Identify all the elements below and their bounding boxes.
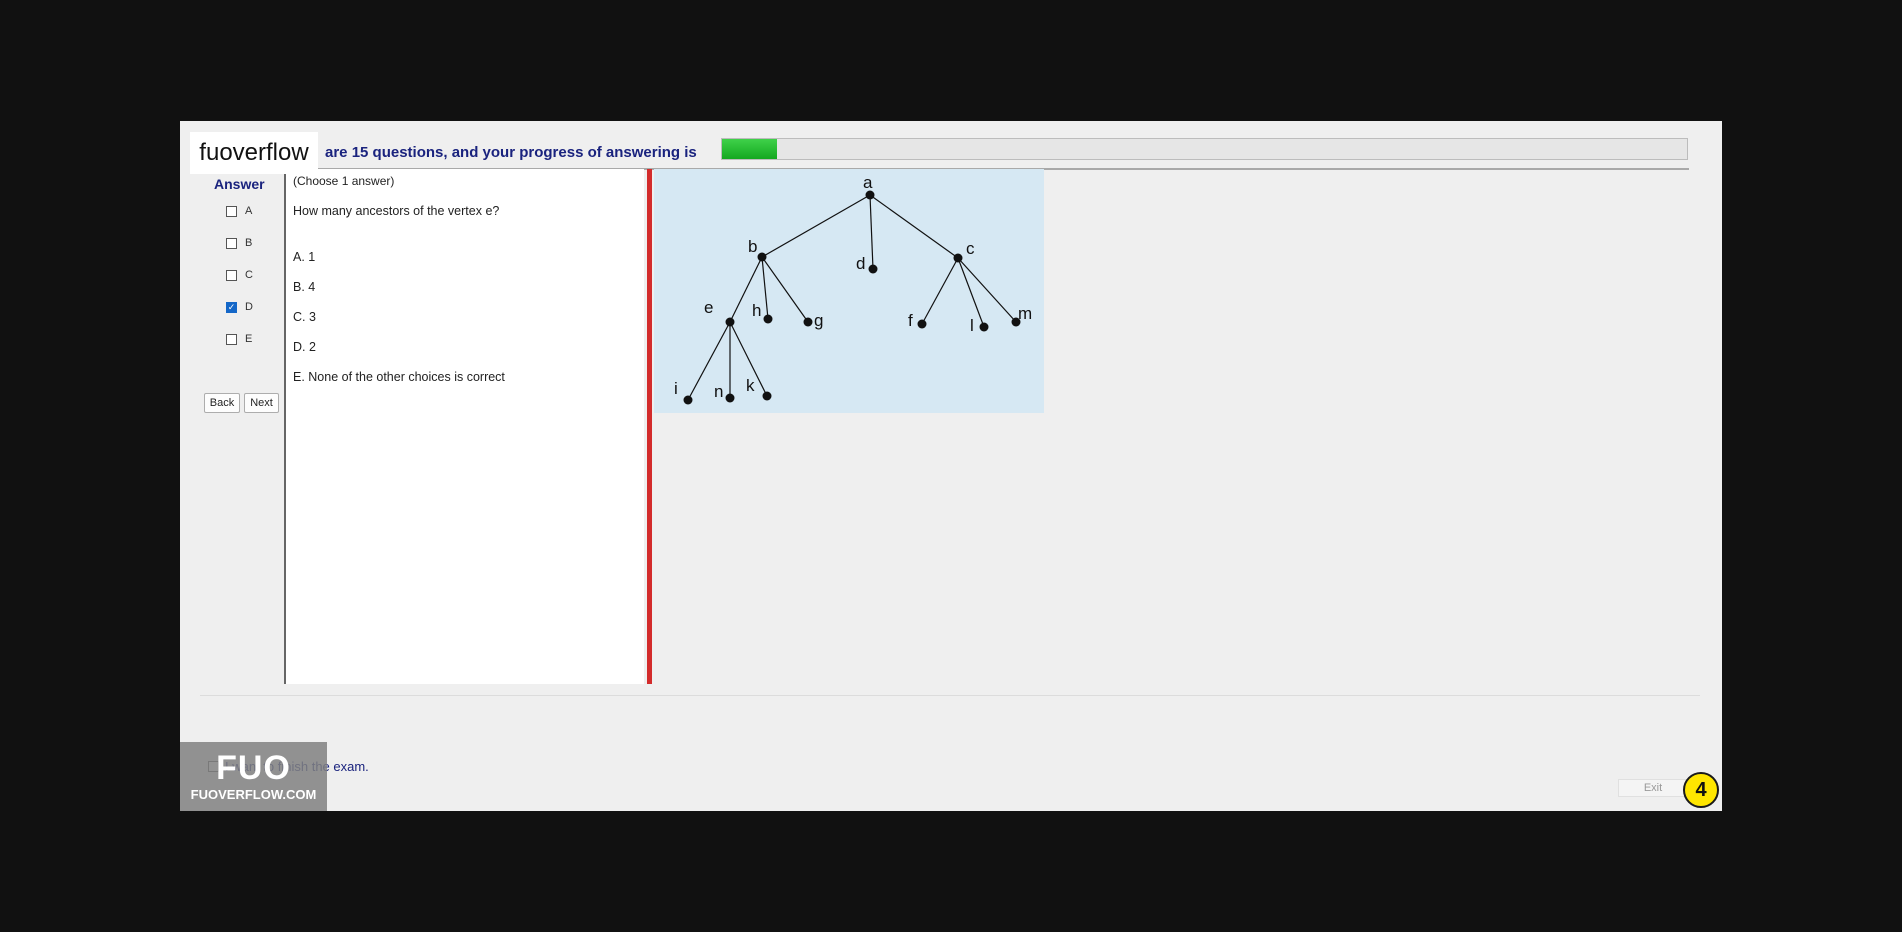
progress-bar <box>721 138 1688 160</box>
vertex-label-c: c <box>966 239 975 258</box>
vertex-k-dot <box>762 391 772 401</box>
vertex-label-n: n <box>714 382 723 401</box>
vertex-label-m: m <box>1018 304 1032 323</box>
vertex-e-dot <box>725 317 735 327</box>
option-label: A <box>245 205 253 217</box>
tree-figure: a b c d e f g h i k l m n <box>654 169 1044 413</box>
step-badge: 4 <box>1683 772 1719 808</box>
vertex-label-b: b <box>748 237 757 256</box>
tree-diagram: a b c d e f g h i k l m n <box>674 173 1032 405</box>
exit-button[interactable]: Exit <box>1618 779 1688 797</box>
watermark-big: FUO <box>216 749 291 787</box>
vertex-d-dot <box>868 264 878 274</box>
vertex-n-dot <box>725 393 735 403</box>
option-label: D <box>245 301 253 313</box>
checkbox-b[interactable] <box>226 237 237 249</box>
option-c[interactable]: C <box>226 269 253 281</box>
choice-a: A. 1 <box>293 250 316 264</box>
vertex-label-h: h <box>752 301 761 320</box>
answer-title: Answer <box>214 176 265 192</box>
option-e[interactable]: E <box>226 333 252 345</box>
vertex-label-d: d <box>856 254 865 273</box>
next-button[interactable]: Next <box>244 393 279 413</box>
vertex-label-g: g <box>814 311 823 330</box>
vertex-f-dot <box>917 319 927 329</box>
vertex-label-f: f <box>908 311 913 330</box>
option-d[interactable]: ✓ D <box>226 301 253 313</box>
vertex-c-dot <box>953 253 963 263</box>
vertex-a-dot <box>865 190 875 200</box>
vertex-h-dot <box>763 314 773 324</box>
vertex-l-dot <box>979 322 989 332</box>
watermark-logo: FUO FUOVERFLOW.COM <box>180 742 327 811</box>
checkbox-a[interactable] <box>226 205 237 217</box>
choice-b: B. 4 <box>293 280 316 294</box>
vertex-g-dot <box>803 317 813 327</box>
vertex-b-dot <box>757 252 767 262</box>
vertex-label-l: l <box>970 316 974 335</box>
checkbox-c[interactable] <box>226 269 237 281</box>
back-button[interactable]: Back <box>204 393 240 413</box>
vertex-label-a: a <box>863 173 873 192</box>
exam-window: fuoverflow are 15 questions, and your pr… <box>180 121 1722 811</box>
progress-fill <box>722 139 777 159</box>
content-frame-line <box>200 695 1700 696</box>
question-text: How many ancestors of the vertex e? <box>293 204 500 218</box>
question-panel: (Choose 1 answer) How many ancestors of … <box>284 169 644 684</box>
vertex-i-dot <box>683 395 693 405</box>
question-instruction: (Choose 1 answer) <box>293 174 395 188</box>
progress-text: are 15 questions, and your progress of a… <box>325 144 697 161</box>
watermark-small: FUOVERFLOW.COM <box>190 787 317 802</box>
option-label: B <box>245 237 253 249</box>
option-b[interactable]: B <box>226 237 252 249</box>
checkbox-e[interactable] <box>226 333 237 345</box>
option-label: C <box>245 269 253 281</box>
vertex-label-i: i <box>674 379 678 398</box>
splitter-bar[interactable] <box>647 169 652 684</box>
choice-d: D. 2 <box>293 340 316 354</box>
choice-e: E. None of the other choices is correct <box>293 370 505 384</box>
vertex-m-dot <box>1011 317 1021 327</box>
choice-c: C. 3 <box>293 310 316 324</box>
option-label: E <box>245 333 253 345</box>
vertex-label-k: k <box>746 376 755 395</box>
vertex-label-e: e <box>704 298 713 317</box>
brand-label: fuoverflow <box>190 132 318 174</box>
option-a[interactable]: A <box>226 205 252 217</box>
checkbox-d[interactable]: ✓ <box>226 301 237 313</box>
